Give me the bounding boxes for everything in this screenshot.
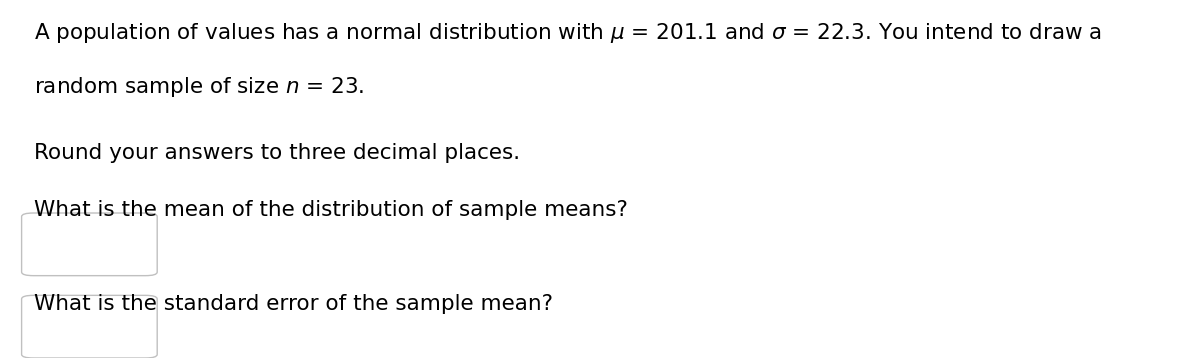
FancyBboxPatch shape: [22, 295, 157, 358]
Text: What is the standard error of the sample mean?: What is the standard error of the sample…: [34, 294, 553, 314]
FancyBboxPatch shape: [22, 213, 157, 276]
Text: Round your answers to three decimal places.: Round your answers to three decimal plac…: [34, 143, 520, 163]
Text: A population of values has a normal distribution with $\mu$ = 201.1 and $\sigma$: A population of values has a normal dist…: [34, 21, 1102, 45]
Text: What is the mean of the distribution of sample means?: What is the mean of the distribution of …: [34, 200, 628, 221]
Text: random sample of size $n$ = 23.: random sample of size $n$ = 23.: [34, 75, 364, 99]
